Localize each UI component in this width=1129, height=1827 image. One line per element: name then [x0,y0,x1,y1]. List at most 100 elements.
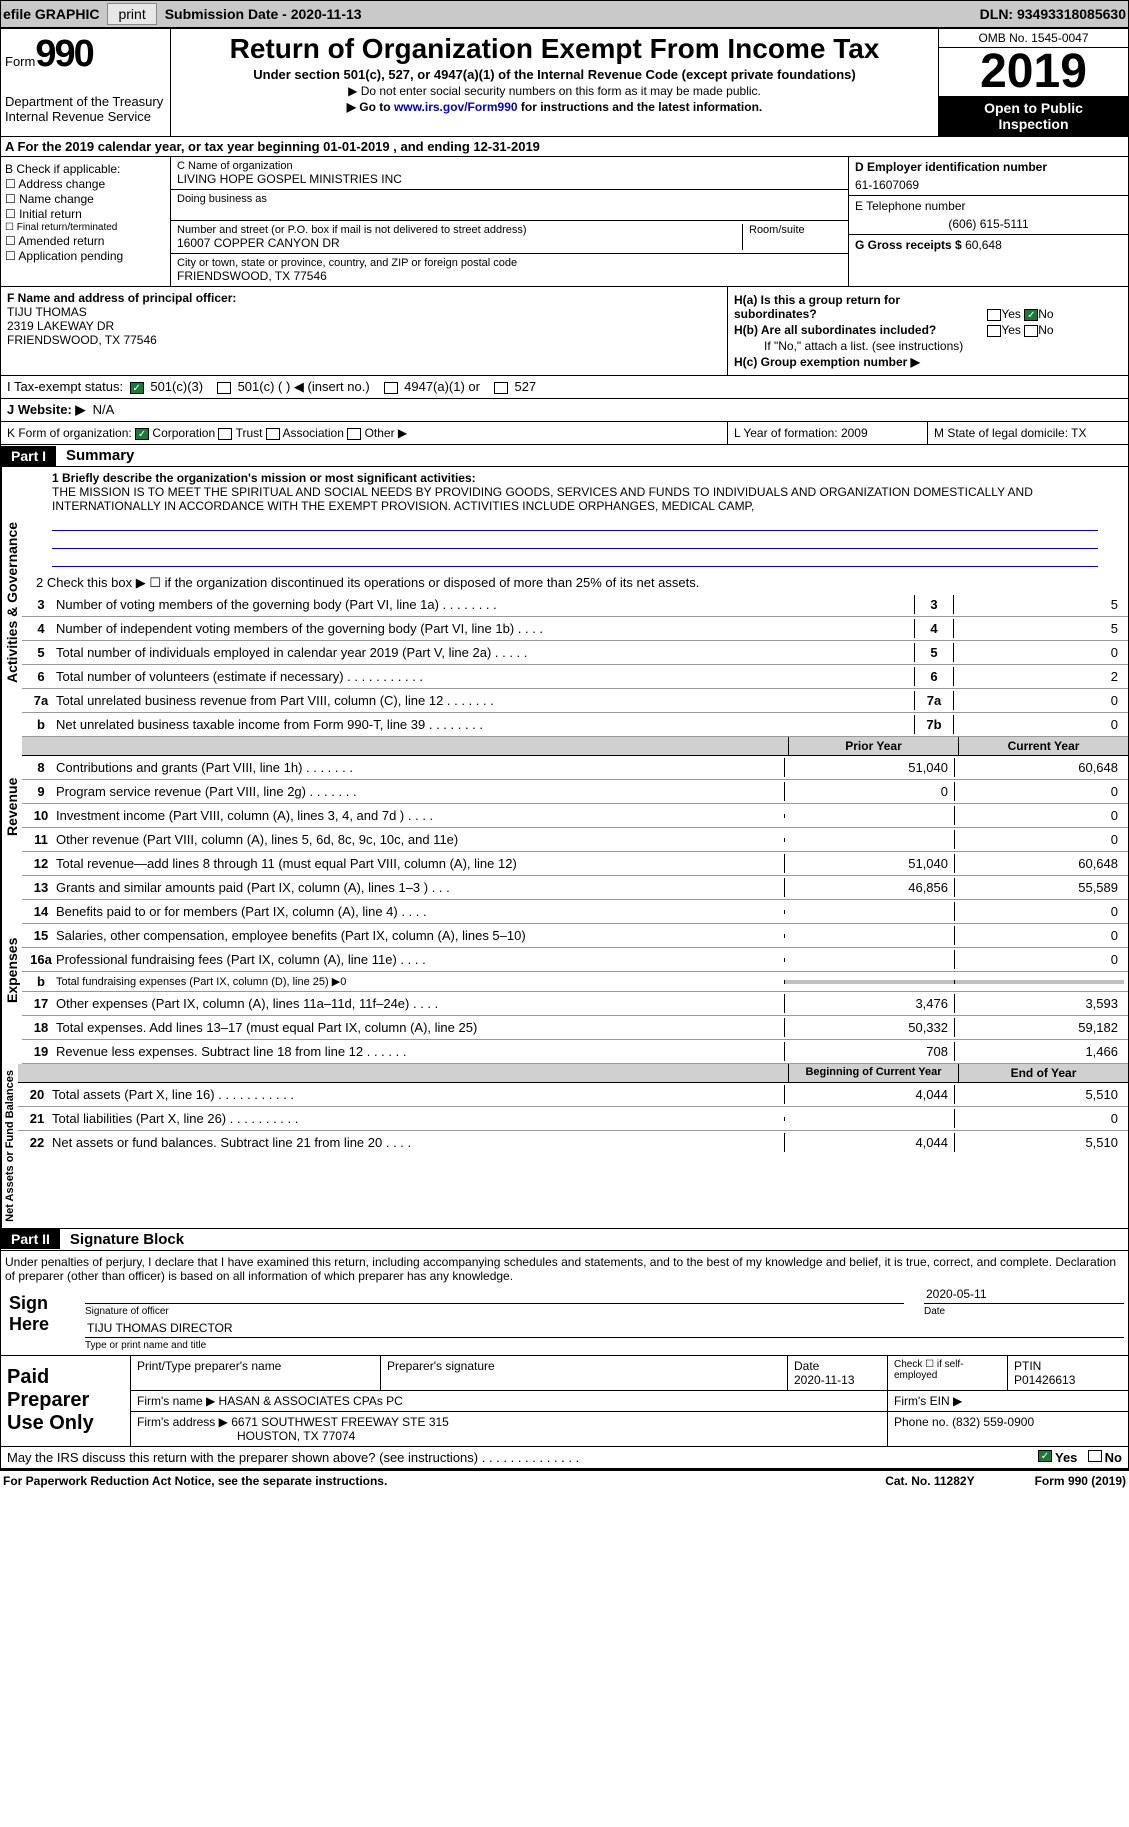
l4t: Number of independent voting members of … [56,621,914,636]
l5v: 0 [954,643,1124,662]
r12n: 12 [26,856,56,871]
prep-addr: 6671 SOUTHWEST FREEWAY STE 315 [231,1415,449,1429]
prep-h1: Print/Type preparer's name [131,1356,381,1390]
efile-label: efile GRAPHIC [3,6,99,22]
hdr-by: Beginning of Current Year [788,1064,958,1082]
n21p [784,1117,954,1121]
dln: 93493318085630 [1017,6,1126,22]
e16an: 16a [26,952,56,967]
sign-here: Sign Here [5,1283,85,1351]
i-o3: 4947(a)(1) or [404,379,480,394]
l5n: 5 [26,645,56,660]
mission-txt: THE MISSION IS TO MEET THE SPIRITUAL AND… [52,485,1033,513]
l7ab: 7a [914,691,954,710]
vlabel-exp: Expenses [1,876,22,1064]
hc: H(c) Group exemption number ▶ [734,355,920,369]
hb: H(b) Are all subordinates included? [734,323,984,337]
e14t: Benefits paid to or for members (Part IX… [56,904,784,919]
e16at: Professional fundraising fees (Part IX, … [56,952,784,967]
row-j: J Website: ▶ N/A [0,399,1129,422]
footer: For Paperwork Reduction Act Notice, see … [0,1469,1129,1491]
prep-h5: PTIN [1014,1359,1041,1373]
e13p: 46,856 [784,878,954,897]
e15t: Salaries, other compensation, employee b… [56,928,784,943]
city: FRIENDSWOOD, TX 77546 [177,269,842,283]
gross: 60,648 [965,238,1002,252]
r11p [784,838,954,842]
r10c: 0 [954,806,1124,825]
k-o2: Trust [236,426,263,440]
f2: Cat. No. 11282Y [885,1474,974,1488]
sub-date: 2020-11-13 [291,6,362,22]
n22n: 22 [22,1135,52,1150]
l4b: 4 [914,619,954,638]
prep-h3v: 2020-11-13 [794,1373,855,1387]
prep-h4: Check ☐ if self-employed [888,1356,1008,1390]
form-subtitle: Under section 501(c), 527, or 4947(a)(1)… [175,67,934,82]
e18c: 59,182 [954,1018,1124,1037]
b-i2: ☐ Name change [5,192,166,206]
dept2: Internal Revenue Service [5,109,166,124]
i-o4: 527 [514,379,536,394]
form-lbl: Form [5,54,35,69]
f1: For Paperwork Reduction Act Notice, see … [3,1474,387,1488]
k-M: M State of legal domicile: TX [928,422,1128,444]
part2-title: Signature Block [60,1229,194,1250]
open2: Inspection [998,116,1068,132]
e19n: 19 [26,1044,56,1059]
name-lbl: Type or print name and title [85,1340,1124,1351]
part1-num: Part I [1,446,56,466]
e16bc [954,980,1124,984]
dba-lbl: Doing business as [177,193,842,205]
e16bn: b [26,974,56,989]
e16bt: Total fundraising expenses (Part IX, col… [56,975,784,988]
n21n: 21 [22,1111,52,1126]
l7bv: 0 [954,715,1124,734]
e15p [784,934,954,938]
hdr-cy: Current Year [958,737,1128,755]
form-header: Form990 Department of the Treasury Inter… [0,28,1129,137]
e13t: Grants and similar amounts paid (Part IX… [56,880,784,895]
ph: (832) 559-0900 [952,1415,1034,1429]
e18n: 18 [26,1020,56,1035]
l6v: 2 [954,667,1124,686]
e15n: 15 [26,928,56,943]
n20c: 5,510 [954,1085,1124,1104]
k-L: L Year of formation: 2009 [728,422,928,444]
e18p: 50,332 [784,1018,954,1037]
addr-lbl2: Firm's address ▶ [137,1415,228,1429]
e16ac: 0 [954,950,1124,969]
l7bn: b [26,717,56,732]
date-lbl: Date [924,1306,1124,1317]
r11t: Other revenue (Part VIII, column (A), li… [56,832,784,847]
firm-lbl: Firm's name ▶ [137,1394,215,1408]
b-i6: ☐ Application pending [5,249,166,263]
l3b: 3 [914,595,954,614]
l7bb: 7b [914,715,954,734]
prep-h5v: P01426613 [1014,1373,1075,1387]
r9t: Program service revenue (Part VIII, line… [56,784,784,799]
f-addr1: 2319 LAKEWAY DR [7,319,721,333]
r10t: Investment income (Part VIII, column (A)… [56,808,784,823]
e16bp [784,980,954,984]
j-lbl: J Website: ▶ [7,402,85,417]
section-b: B Check if applicable: ☐ Address change … [0,157,1129,287]
room-lbl: Room/suite [749,224,842,236]
vlabel-rev: Revenue [1,737,22,876]
n22t: Net assets or fund balances. Subtract li… [52,1135,784,1150]
vlabel-na: Net Assets or Fund Balances [1,1064,18,1228]
l7at: Total unrelated business revenue from Pa… [56,693,914,708]
link[interactable]: www.irs.gov/Form990 [394,100,518,114]
firm: HASAN & ASSOCIATES CPAs PC [219,1394,403,1408]
print-button[interactable]: print [107,3,156,25]
k-lbl: K Form of organization: [7,426,132,440]
may-row: May the IRS discuss this return with the… [0,1447,1129,1469]
n22p: 4,044 [784,1133,954,1152]
l3v: 5 [954,595,1124,614]
row-i: I Tax-exempt status: ✓ 501(c)(3) 501(c) … [0,376,1129,399]
l7an: 7a [26,693,56,708]
vlabel-ag: Activities & Governance [1,467,22,737]
b-i3: ☐ Initial return [5,207,166,221]
row-k: K Form of organization: ✓ Corporation Tr… [0,422,1129,445]
section-f: F Name and address of principal officer:… [0,287,1129,376]
